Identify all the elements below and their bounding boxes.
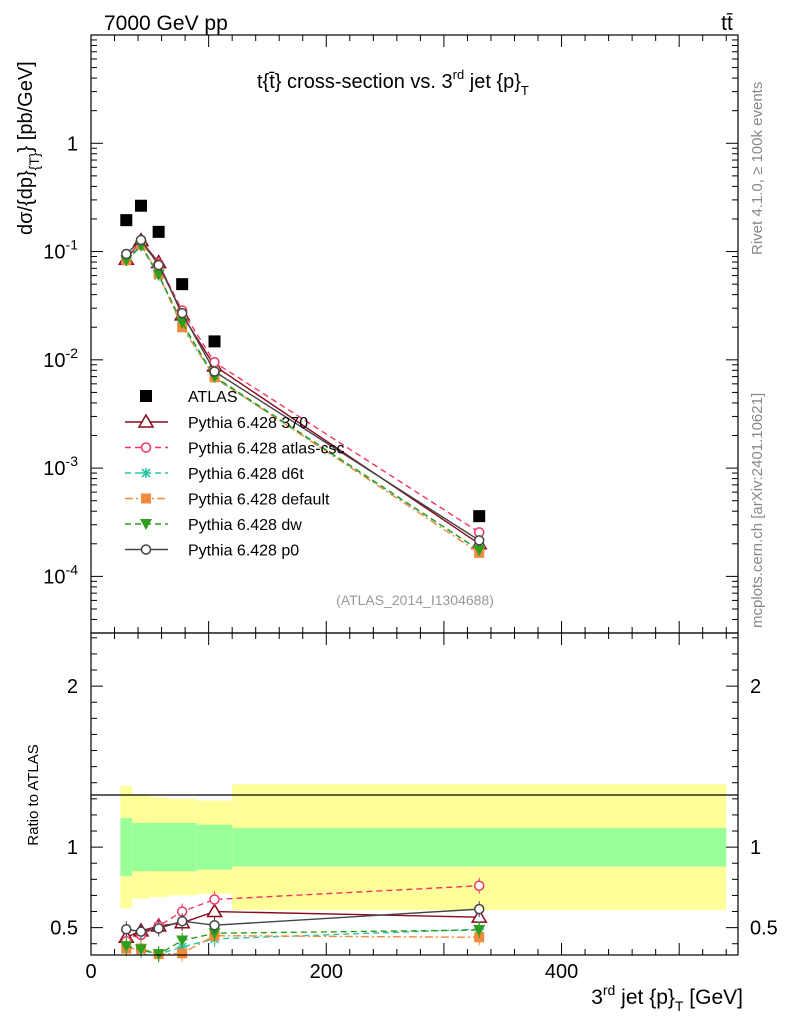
ratio-y-tick-label-right: 0.5 <box>750 918 778 940</box>
main-marker <box>176 307 188 319</box>
x-tick-label: 0 <box>85 961 96 983</box>
main-marker <box>176 317 189 329</box>
analysis-watermark: (ATLAS_2014_I1304688) <box>336 592 494 608</box>
atlas-data-point <box>152 225 165 238</box>
ratio-marker <box>473 925 486 937</box>
main-y-tick-label: 10-1 <box>43 237 78 264</box>
ratio-marker <box>209 919 220 931</box>
atlas-data-point <box>120 214 133 227</box>
legend-marker <box>141 493 151 504</box>
ratio-band-inner <box>149 822 168 872</box>
ratio-marker <box>176 935 189 947</box>
ratio-marker <box>177 948 188 959</box>
header-final-state: tt̄ <box>721 12 733 35</box>
legend-marker <box>140 519 152 530</box>
legend-label: Pythia 6.428 default <box>188 492 330 509</box>
ratio-marker <box>121 923 132 935</box>
ratio-y-label: Ratio to ATLAS <box>25 744 42 845</box>
x-tick-labels: 0 200 400 <box>85 961 578 983</box>
main-marker <box>153 259 164 271</box>
ratio-frame <box>90 632 739 956</box>
legend: ATLAS Pythia 6.428 370 Pythia 6.428 atlas-… <box>125 389 345 560</box>
ratio-marker <box>208 928 221 940</box>
legend-label: Pythia 6.428 d6t <box>188 466 304 483</box>
plot-title: t{t̄} cross-section vs. 3rd jet {p}T <box>257 67 529 98</box>
x-tick-label: 400 <box>545 961 578 983</box>
legend-label: Pythia 6.428 atlas-csc <box>188 441 345 458</box>
ratio-y-tick-label-right: 2 <box>750 676 761 698</box>
ratio-band-inner <box>120 818 133 877</box>
atlas-data-point <box>208 335 221 348</box>
legend-marker <box>140 442 152 453</box>
ratio-y-tick-label-left: 2 <box>67 676 78 698</box>
legend-label: Pythia 6.428 370 <box>188 415 308 432</box>
ratio-y-tick-label-left: 1 <box>67 837 78 859</box>
ratio-band-inner <box>196 824 233 870</box>
main-marker <box>473 545 486 557</box>
main-marker <box>135 234 147 246</box>
main-series-layer <box>117 232 488 558</box>
legend-marker-atlas <box>140 390 152 402</box>
rivet-label: Rivet 4.1.0, ≥ 100k events <box>749 82 766 255</box>
atlas-data-points <box>120 199 486 523</box>
legend-label: Pythia 6.428 dw <box>188 517 302 534</box>
main-axis-ticks: 10-4 10-3 10-2 10-1 1 <box>43 35 738 634</box>
ratio-y-tick-label-left: 0.5 <box>50 918 78 940</box>
ratio-marker <box>120 941 133 953</box>
main-y-tick-label: 10-3 <box>43 453 78 480</box>
ratio-marker <box>473 880 485 892</box>
ratio-marker <box>135 926 147 937</box>
header-process: 7000 GeV pp <box>104 12 228 35</box>
ratio-y-tick-label-right: 1 <box>750 837 761 859</box>
main-line-pythia-6.428-dw <box>125 244 480 551</box>
main-y-tick-label: 10-4 <box>43 561 78 588</box>
main-marker <box>209 366 220 377</box>
legend-label: Pythia 6.428 p0 <box>188 543 299 560</box>
ratio-band-inner <box>132 822 150 872</box>
atlas-data-point <box>176 278 189 291</box>
main-marker <box>121 248 132 260</box>
ratio-marker <box>134 944 147 956</box>
ratio-series-layer <box>117 877 488 963</box>
y-axis-label: dσ/{dp}{T}} [pb/GeV] <box>15 61 42 235</box>
mcplots-label: mcplots.cern.ch [arXiv:2401.10621] <box>749 393 766 628</box>
legend-marker <box>140 544 152 555</box>
ratio-marker <box>209 894 220 905</box>
atlas-data-point <box>134 199 147 212</box>
x-axis-label: 3rd jet {p}T [GeV] <box>591 982 743 1014</box>
ratio-marker <box>473 903 485 915</box>
ratio-axis-ticks: 0.5 0.5 1 1 2 2 <box>50 633 778 955</box>
ratio-uncertainty-bands <box>120 784 727 910</box>
x-tick-label: 200 <box>310 961 343 983</box>
legend-label-atlas: ATLAS <box>188 389 238 406</box>
main-line-pythia-6.428-atlas-csc <box>125 241 480 533</box>
ratio-band-inner <box>232 827 727 867</box>
main-y-tick-label: 10-2 <box>43 345 78 372</box>
ratio-marker <box>176 915 188 927</box>
ratio-band-inner <box>167 822 197 872</box>
legend-marker <box>137 413 155 428</box>
main-y-tick-label: 1 <box>67 133 78 155</box>
atlas-data-point <box>473 510 486 523</box>
ratio-marker <box>153 923 164 934</box>
ratio-marker <box>206 903 223 918</box>
legend-marker <box>141 468 151 478</box>
main-marker <box>473 535 485 546</box>
